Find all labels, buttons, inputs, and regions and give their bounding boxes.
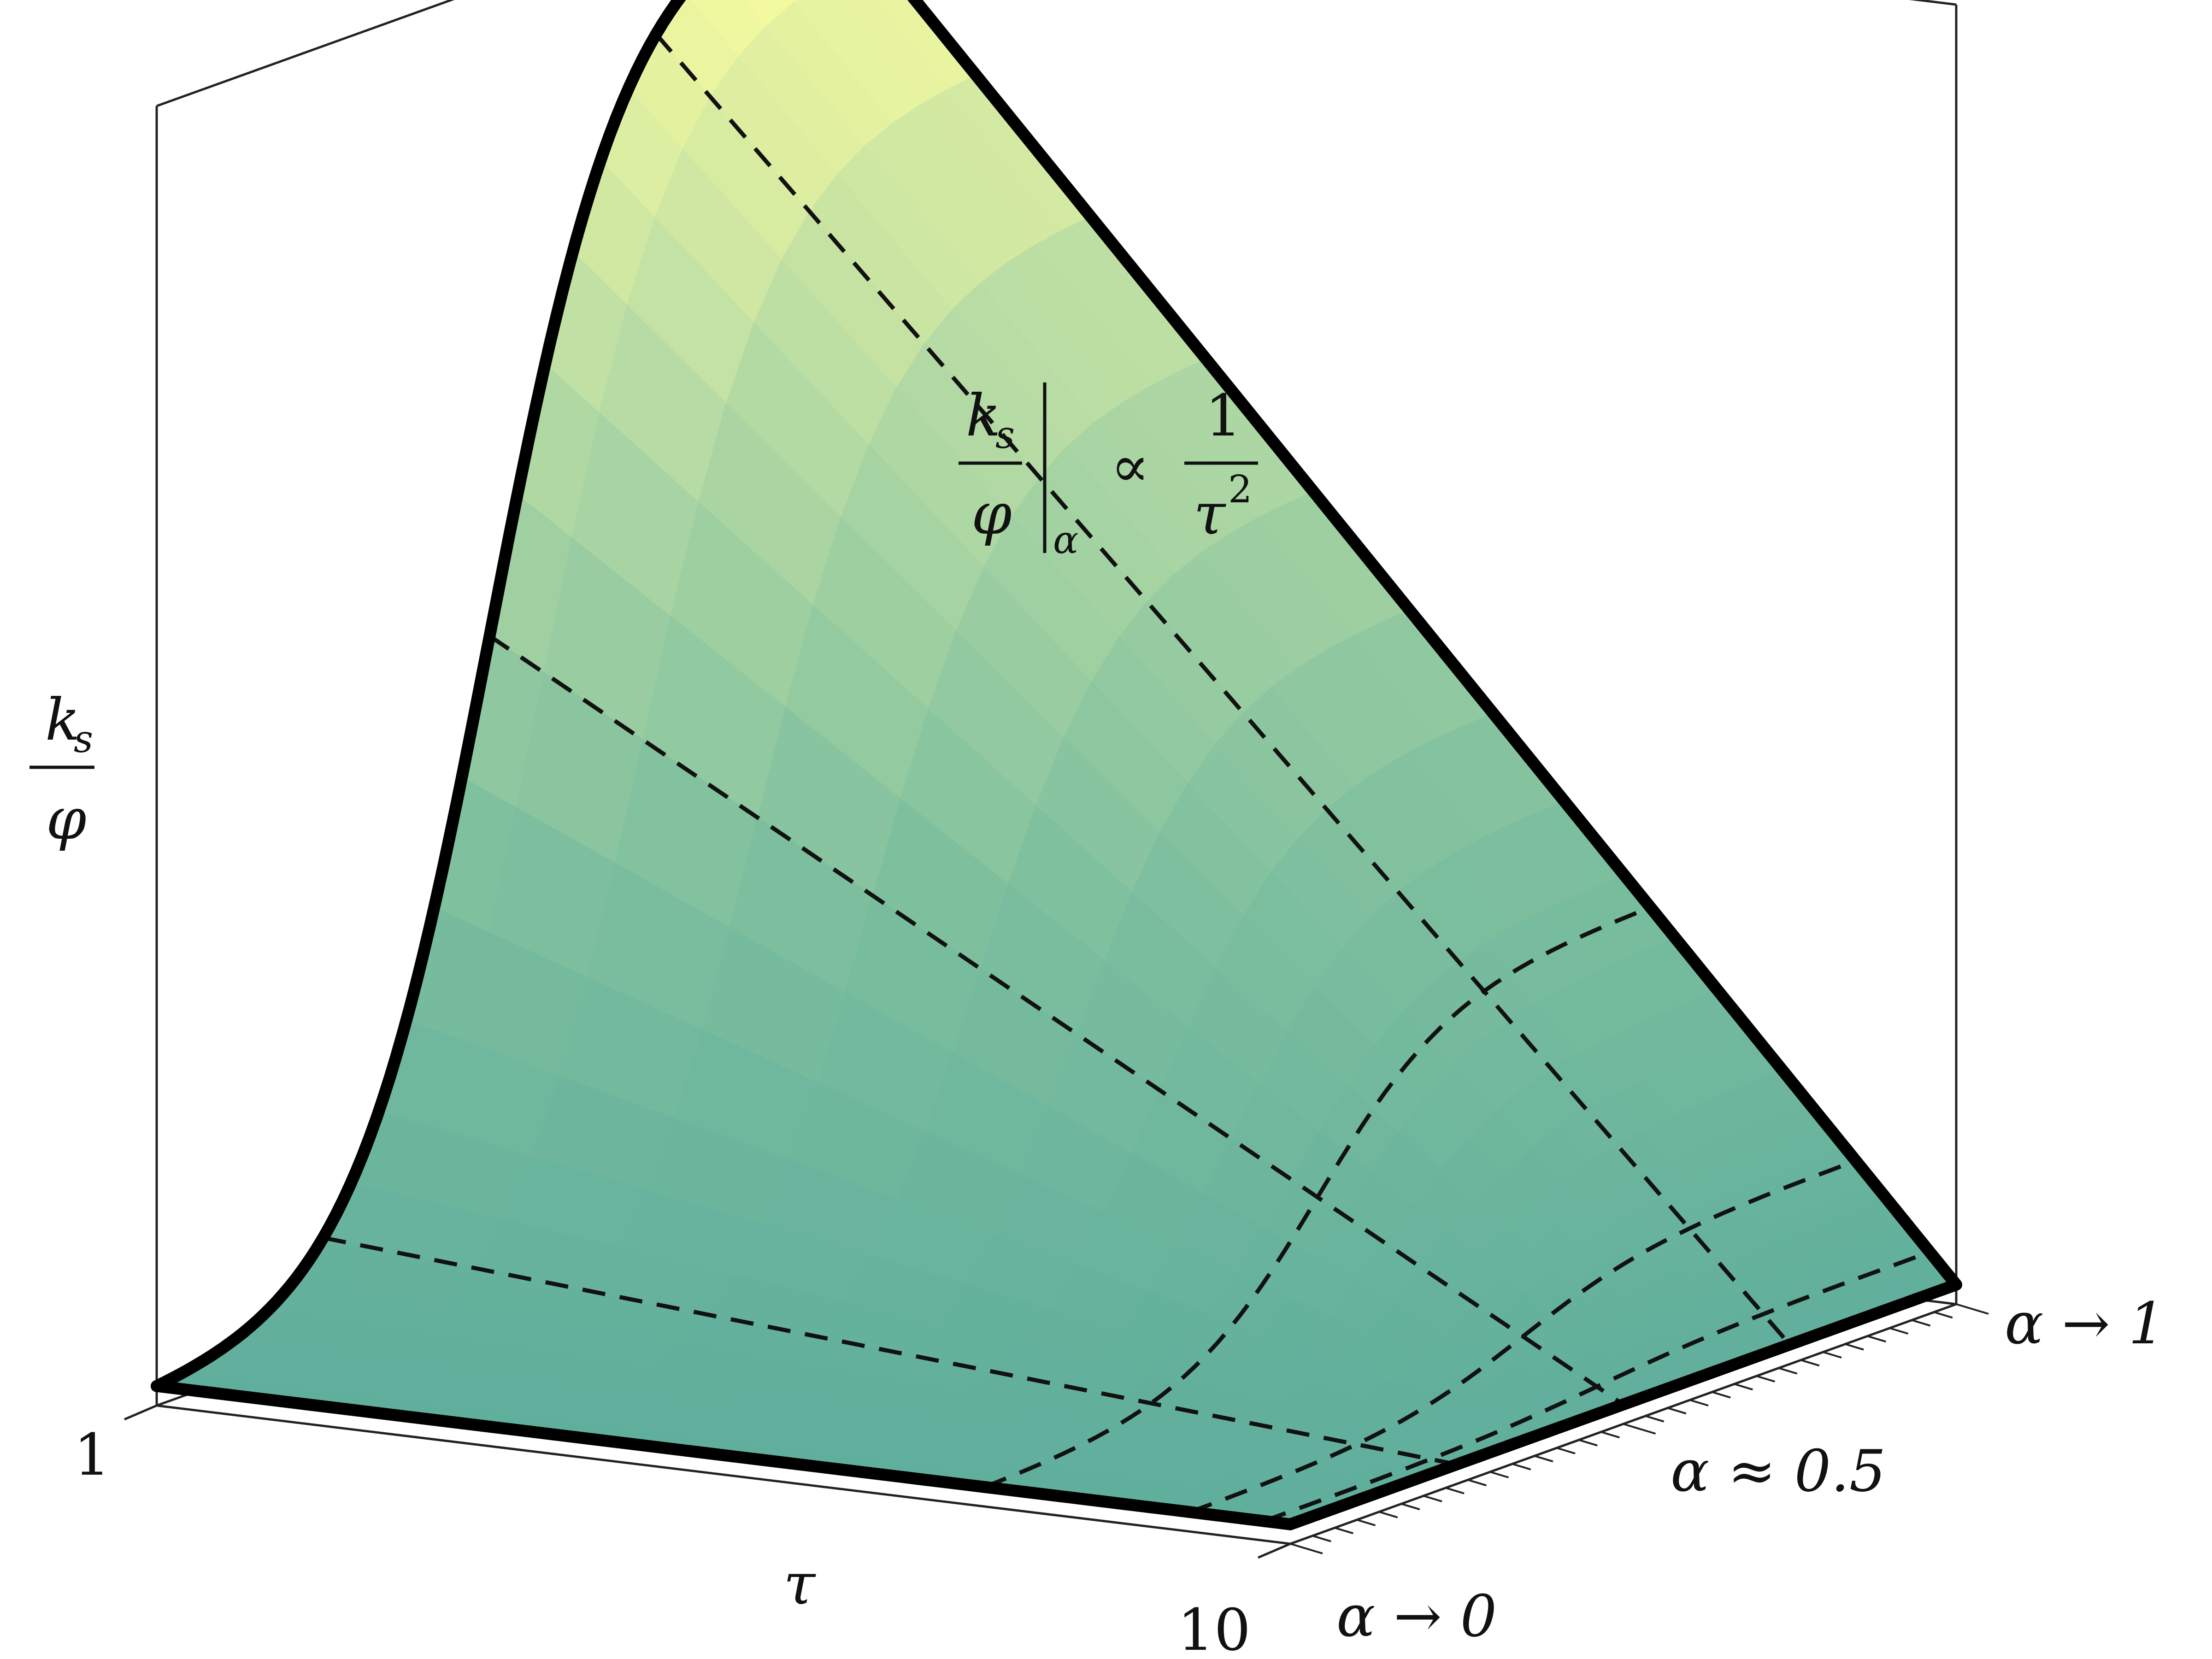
x-axis-label: τ: [783, 1551, 816, 1618]
alpha-tick: [1667, 1407, 1687, 1415]
alpha-tick: [1867, 1335, 1886, 1343]
annotation-rhs-power: 2: [1228, 468, 1252, 512]
alpha-tick: [1645, 1415, 1665, 1423]
edge-tau-max: [1284, 1278, 1962, 1530]
proportional-symbol: ∝: [1111, 433, 1150, 500]
alpha-tick: [1379, 1511, 1398, 1518]
alpha-tick: [1312, 1535, 1331, 1542]
alpha-tick: [1578, 1439, 1598, 1447]
alpha-tick: [1912, 1319, 1931, 1327]
alpha-tick: [1445, 1487, 1465, 1494]
zlabel-denominator: φ: [46, 786, 87, 853]
zlabel-numerator: k: [45, 687, 80, 753]
alpha-tick: [1756, 1375, 1776, 1382]
dashed-line-constant-alpha: [654, 33, 1792, 1346]
alpha-tick: [1423, 1495, 1442, 1502]
alpha-tick: [1600, 1431, 1620, 1439]
surface-edges: [151, 0, 1962, 1530]
alpha-axis-ticks: [1290, 1303, 1989, 1554]
annotation-numerator: k: [966, 382, 1001, 449]
y-tick-label: α → 1: [2005, 1290, 2165, 1357]
alpha-tick: [1534, 1455, 1553, 1463]
alpha-tick: [1356, 1519, 1376, 1526]
annotation-eval-sub: α: [1053, 518, 1078, 562]
x-tick: [124, 1404, 157, 1421]
x-tick-label: 1: [74, 1422, 111, 1488]
surface: [155, 0, 1957, 1525]
alpha-tick: [1712, 1391, 1731, 1399]
alpha-tick: [1778, 1367, 1798, 1375]
edge-tau-min: [151, 0, 686, 1392]
alpha-tick: [1934, 1311, 1953, 1319]
x-tick: [1258, 1542, 1291, 1559]
alpha-tick: [1623, 1423, 1656, 1435]
zlabel-numerator-sub: s: [74, 718, 93, 761]
annotation-denominator: φ: [971, 481, 1012, 547]
annotation-rhs-numerator: 1: [1205, 382, 1242, 449]
alpha-tick: [1800, 1359, 1820, 1367]
y-tick-label: α ≈ 0.5: [1671, 1438, 1886, 1505]
y-tick-label: α → 0: [1336, 1583, 1497, 1650]
alpha-tick: [1467, 1479, 1487, 1487]
dashed-line-constant-alpha: [488, 634, 1624, 1406]
alpha-tick: [1823, 1351, 1842, 1359]
alpha-tick: [1689, 1399, 1709, 1406]
alpha-tick: [1290, 1543, 1323, 1554]
scaling-annotation: k s φ α ∝ 1 τ 2: [959, 382, 1258, 562]
annotation-rhs-denominator: τ: [1194, 481, 1226, 547]
alpha-tick: [1845, 1343, 1864, 1351]
box-edge: [156, 0, 455, 107]
x-tick-label: 10: [1177, 1597, 1251, 1659]
alpha-tick: [1489, 1471, 1509, 1478]
alpha-tick: [1401, 1503, 1420, 1511]
alpha-tick: [1956, 1303, 1989, 1315]
alpha-tick: [1889, 1327, 1909, 1335]
box-edge: [156, 1404, 1291, 1545]
annotation-numerator-sub: s: [995, 413, 1015, 457]
alpha-tick: [1334, 1527, 1353, 1535]
dashed-grid-lines: [323, 33, 1931, 1523]
box-edge: [1909, 0, 1957, 6]
edge-alpha-zero: [151, 1380, 1296, 1530]
alpha-tick: [1512, 1463, 1531, 1471]
z-axis-label: k s φ: [29, 687, 94, 853]
alpha-tick: [1734, 1383, 1753, 1391]
alpha-tick: [1556, 1447, 1576, 1454]
edge-alpha-one: [907, 0, 1962, 1291]
